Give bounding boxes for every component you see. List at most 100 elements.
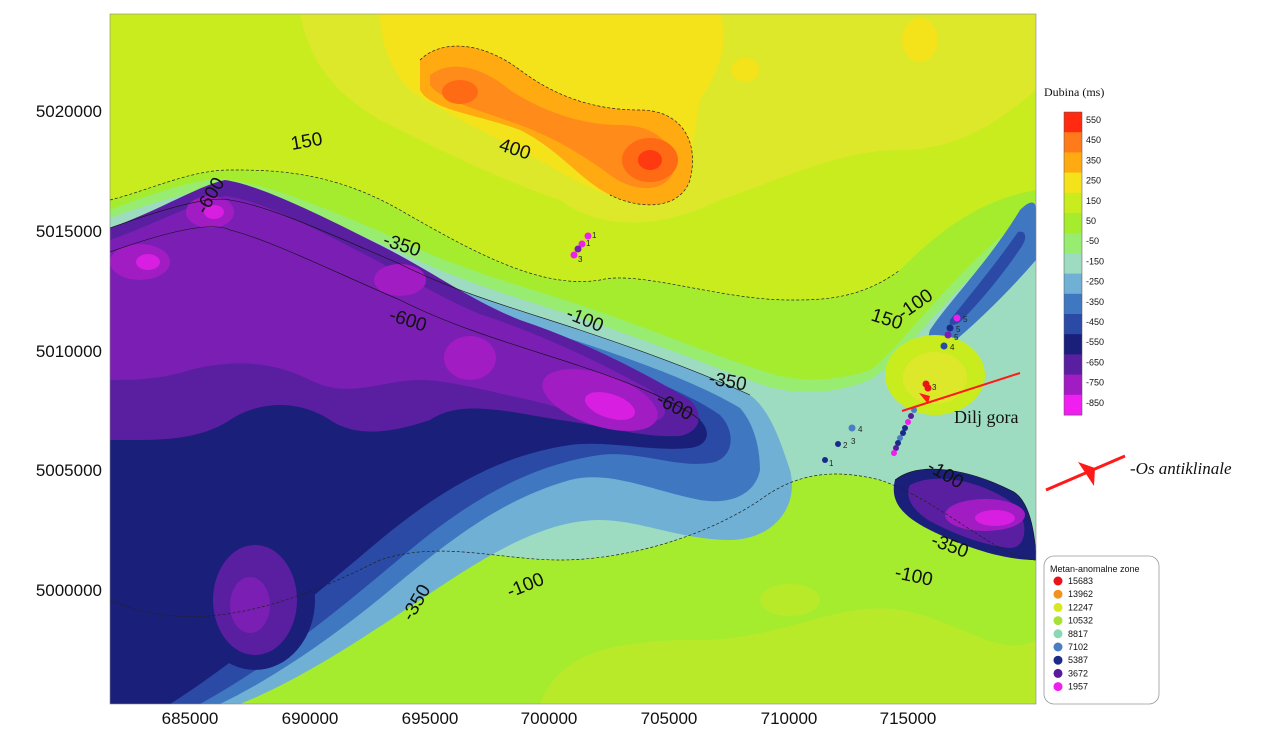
y-tick-label: 5015000 [36,222,102,241]
zone-value-label: 8817 [1068,629,1088,639]
contour-line [110,226,701,421]
legend-swatch [1064,112,1082,133]
anticline-axis [901,372,1021,412]
well-point[interactable] [893,445,899,451]
well-label: 3 [851,437,856,446]
anticline-legend-label: -Os antiklinale [1130,459,1232,478]
patch-1 [760,584,820,616]
patch-3 [731,58,759,82]
well-point[interactable] [584,232,592,240]
well-point[interactable] [848,424,856,432]
zones-legend-box [1043,555,1160,705]
zone-value-label: 7102 [1068,642,1088,652]
well-point[interactable] [891,450,897,456]
x-tick-label: 710000 [761,709,818,728]
legend-swatches [1063,111,1083,416]
y-tick-label: 5020000 [36,102,102,121]
contour-line [110,473,1036,617]
well-point[interactable] [574,245,582,253]
well-label: 1 [586,239,591,248]
legend-swatch [1064,293,1082,315]
deep-core-a-inner [584,392,636,420]
legend-level-label: -250 [1086,277,1104,287]
map-plot-area [110,14,1036,704]
contour-line [110,169,901,301]
zone-400 [430,66,674,189]
legend-level-label: -450 [1086,317,1104,327]
well-point[interactable] [953,314,961,322]
well-point[interactable] [924,384,932,392]
zone-marker [1053,589,1063,599]
zone-value-label: 10532 [1068,616,1093,626]
well-label: 1 [829,459,834,468]
ne-low-core [949,231,1026,325]
zone-value-label: 13962 [1068,589,1093,599]
well-point[interactable] [940,342,948,350]
anticline-legend-arrow [1078,462,1095,486]
well-point[interactable] [902,425,908,431]
legend-frame [1063,111,1083,416]
zone-marker [1053,616,1063,626]
zone-marker [1053,642,1063,652]
peak-west [442,80,478,104]
well-point[interactable] [578,240,586,248]
legend-swatch [1064,374,1082,396]
x-tick-label: 685000 [162,709,219,728]
legend-labels: 550 450 350 250 150 50 -50 -150 -250 -350 -450 -550… [1086,115,1104,408]
legend-swatch [1064,273,1082,295]
well-point[interactable] [897,435,903,441]
well-label: 1 [592,231,597,240]
well-point[interactable] [900,430,906,436]
well-point[interactable] [905,419,911,425]
zone-neg700 [110,196,665,423]
legend-swatch [1064,132,1082,153]
zone-marker [1053,576,1063,586]
legend-level-label: -350 [1086,297,1104,307]
zone-value-label: 5387 [1068,655,1088,665]
zone-value-label: 3672 [1068,668,1088,678]
ne-low [928,202,1036,347]
well-point[interactable] [946,324,954,332]
zone-value-label: 1957 [1068,682,1088,692]
zone-value-label: 12247 [1068,602,1093,612]
well-point[interactable] [944,331,952,339]
well-label: 3 [578,255,583,264]
legend-swatch [1064,152,1082,174]
well-label: 2 [843,441,848,450]
deep-core-d-inner [204,205,224,219]
legend-level-label: 350 [1086,155,1101,165]
y-tick-label: 5000000 [36,581,102,600]
legend-level-label: -850 [1086,398,1104,408]
legend-level-label: 550 [1086,115,1101,125]
well-label: 5 [954,333,959,342]
legend-level-label: -650 [1086,357,1104,367]
depth-legend: Dubina (ms) 550 450 350 250 150 50 -50 -150 -250… [1044,85,1104,416]
zone-value-label: 15683 [1068,576,1093,586]
legend-level-label: 450 [1086,135,1101,145]
legend-swatch [1064,233,1082,254]
well-point[interactable] [895,440,901,446]
place-label: Dilj gora [954,407,1019,427]
anticline-line [901,372,1021,412]
well-point[interactable] [822,457,828,463]
well-label: 5 [956,325,961,334]
legend-title: Dubina (ms) [1044,85,1104,99]
legend-swatch [1064,354,1082,376]
x-axis: 685000 690000 695000 700000 705000 71000… [162,709,937,728]
x-tick-label: 690000 [282,709,339,728]
well-point[interactable] [570,251,578,259]
contour-line [419,45,693,206]
well-point[interactable] [908,413,914,419]
legend-swatch [1064,213,1082,234]
contour-lines-solid [110,198,1036,561]
se-low-inner [975,510,1015,526]
well-point[interactable] [835,441,841,447]
x-tick-label: 705000 [641,709,698,728]
dilj-high-inner [903,352,967,404]
legend-swatch [1064,172,1082,194]
legend-level-label: -150 [1086,256,1104,266]
zones-legend-items: 15683 13962 12247 10532 8817 7102 5387 3672 1957 [1053,576,1093,692]
well-label: 4 [950,343,955,352]
contour-lines [110,45,1036,617]
